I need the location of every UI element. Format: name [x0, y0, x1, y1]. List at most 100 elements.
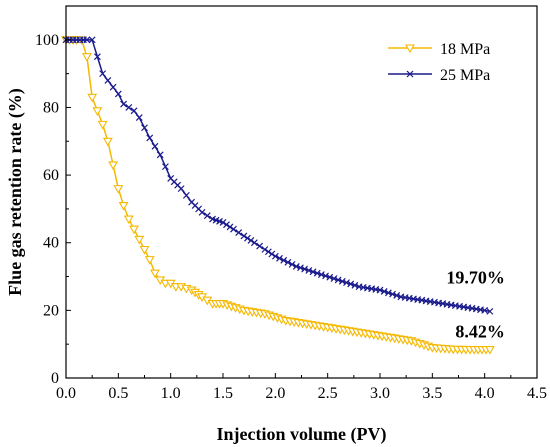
marker-stroke [104, 76, 112, 84]
data-point [226, 223, 234, 231]
marker-stroke [247, 237, 255, 244]
data-point [276, 254, 283, 262]
marker-stroke [219, 219, 227, 226]
marker-stroke [406, 70, 414, 78]
data-point [330, 275, 338, 282]
data-point [280, 256, 288, 264]
y-axis-title: Flue gas retention rate (%) [5, 88, 26, 296]
data-point [104, 76, 112, 84]
marker-stroke [120, 100, 127, 108]
data-point [347, 280, 355, 288]
data-point [317, 271, 325, 278]
marker-stroke [130, 107, 138, 115]
marker-stroke [292, 262, 300, 270]
legend-swatch-marker [406, 70, 414, 78]
marker-stroke [170, 178, 178, 186]
marker-stroke [261, 246, 269, 253]
marker-stroke [271, 252, 279, 260]
marker-stroke [301, 265, 309, 273]
data-point [129, 225, 139, 235]
marker-stroke [280, 256, 288, 264]
marker-stroke [223, 221, 230, 229]
marker-stroke [182, 191, 190, 199]
data-point [92, 107, 103, 116]
marker-stroke [177, 185, 185, 193]
data-point [114, 90, 122, 98]
data-point [87, 93, 98, 103]
data-point [264, 248, 272, 256]
series-line [66, 39, 491, 313]
data-point [219, 219, 227, 226]
marker-stroke [334, 276, 342, 284]
data-point [146, 134, 154, 142]
data-point [139, 245, 150, 255]
marker-stroke [203, 212, 211, 220]
marker-stroke [322, 272, 329, 280]
data-point [118, 201, 129, 211]
data-point [351, 281, 359, 289]
marker-stroke [288, 260, 296, 268]
marker-stroke [264, 248, 272, 256]
x-tick-label: 0.5 [108, 385, 128, 402]
y-tick-label: 20 [43, 302, 59, 319]
data-point [338, 277, 346, 285]
legend: 18 MPa 25 MPa [388, 41, 490, 84]
annotations: 19.70% 8.42% [446, 267, 505, 341]
x-axis-title: Injection volume (PV) [217, 424, 387, 445]
marker-stroke [195, 205, 203, 213]
data-point [250, 239, 258, 247]
data-point [376, 286, 384, 294]
data-point [243, 234, 251, 242]
marker-stroke [88, 36, 96, 44]
series-18mpa [61, 36, 495, 355]
marker-stroke [235, 229, 243, 237]
marker-stroke [226, 223, 234, 231]
data-point [297, 264, 304, 272]
data-point [198, 208, 206, 216]
data-point [292, 262, 300, 270]
marker-stroke [297, 264, 304, 272]
marker-stroke [240, 232, 248, 240]
data-point [150, 269, 160, 279]
x-tick-label: 2.5 [318, 385, 338, 402]
data-point [108, 161, 119, 171]
x-tick-label: 1.5 [213, 385, 233, 402]
data-point [130, 107, 138, 115]
x-tick-label: 4.0 [475, 385, 495, 402]
data-point [113, 185, 124, 194]
marker-stroke [393, 292, 401, 299]
data-point [151, 142, 159, 150]
data-point [288, 260, 296, 268]
marker-stroke [305, 267, 313, 274]
data-point [393, 292, 401, 299]
marker-stroke [125, 104, 133, 111]
marker-stroke [167, 175, 175, 182]
marker-stroke [135, 114, 143, 122]
data-point [120, 100, 127, 108]
legend-label: 25 MPa [440, 67, 490, 84]
data-point [313, 269, 321, 277]
data-point [240, 232, 248, 240]
marker-stroke [268, 250, 276, 258]
marker-stroke [313, 269, 321, 277]
data-point [256, 242, 264, 250]
marker-stroke [162, 163, 169, 171]
marker-stroke [212, 216, 220, 224]
marker-stroke [188, 198, 196, 206]
x-tick-label: 0.0 [56, 385, 76, 402]
marker-stroke [141, 124, 148, 132]
marker-stroke [209, 215, 216, 223]
data-point [223, 221, 230, 229]
data-point [484, 345, 495, 355]
data-point [102, 137, 113, 147]
marker-stroke [99, 70, 107, 78]
marker-stroke [347, 280, 355, 288]
x-tick-label: 3.0 [370, 385, 390, 402]
marker-stroke [481, 306, 489, 314]
data-point [271, 252, 279, 260]
data-point [162, 163, 169, 171]
annotation-label: 8.42% [455, 322, 505, 342]
data-point [326, 273, 334, 281]
data-point [389, 290, 396, 298]
